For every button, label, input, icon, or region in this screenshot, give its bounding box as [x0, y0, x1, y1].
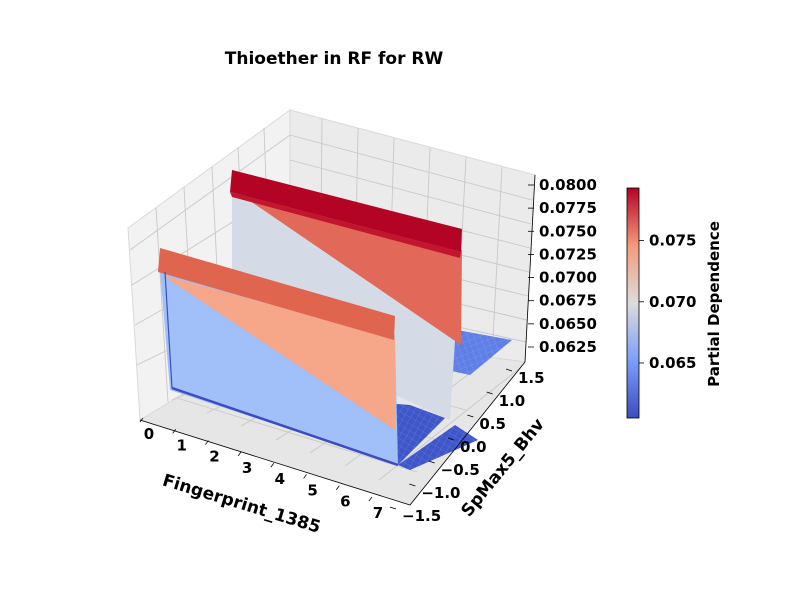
surface-front-face [160, 270, 398, 465]
y-tick-label: −0.5 [441, 461, 480, 479]
surface-front-plateau [158, 248, 395, 340]
x-tick-mark [172, 429, 177, 434]
x-tick-mark [335, 485, 340, 490]
surface-back-plateau [230, 170, 462, 252]
z-tick-label: 0.0700 [539, 269, 597, 287]
colorbar-tick-label: 0.075 [649, 232, 696, 250]
x-axis-label: Fingerprint_1385 [160, 471, 323, 538]
colorbar-gradient [626, 187, 640, 419]
y-tick-mark [467, 414, 474, 418]
y-tick-label: 0.5 [479, 415, 506, 433]
y-tick-mark [389, 506, 397, 510]
x-tick-label: 3 [242, 459, 252, 477]
y-axis-line [409, 361, 526, 506]
chart-title: Thioether in RF for RW [225, 49, 444, 69]
x-tick-label: 4 [275, 470, 285, 488]
y-tick-label: −1.0 [421, 484, 460, 502]
x-tick-mark [270, 462, 275, 468]
colorbar-label: Partial Dependence [705, 221, 723, 387]
z-tick-label: 0.0725 [539, 245, 597, 263]
surface-front-left-edge [164, 271, 173, 389]
x-tick-mark [205, 440, 209, 445]
x-axis-line [139, 419, 411, 506]
axis-lines [139, 174, 536, 506]
surface-front-base-edge [171, 386, 399, 467]
y-ticks: −1.5 −1.0 −0.5 0.0 0.5 1.0 1.5 [389, 368, 545, 525]
x-tick-mark [303, 474, 307, 479]
y-tick-label: −1.5 [402, 507, 441, 525]
colorbar-ticks: 0.065 0.070 0.075 [639, 232, 696, 372]
y-tick-mark [409, 483, 416, 487]
x-tick-label: 5 [307, 481, 317, 499]
z-tick-label: 0.0650 [539, 315, 597, 333]
y-tick-mark [447, 437, 455, 441]
x-tick-label: 2 [209, 448, 219, 466]
colorbar-tick-label: 0.065 [649, 354, 696, 372]
y-tick-label: 1.0 [499, 392, 526, 410]
z-tick-label: 0.0750 [539, 222, 597, 240]
x-tick-label: 7 [373, 504, 383, 522]
x-tick-label: 0 [144, 425, 154, 443]
colorbar: 0.065 0.070 0.075 Partial Dependence [626, 187, 723, 419]
y-tick-mark [505, 368, 513, 372]
x-tick-mark [368, 496, 373, 502]
y-tick-label: 1.5 [518, 369, 545, 387]
x-tick-mark [139, 417, 144, 423]
x-tick-label: 1 [176, 436, 186, 454]
surface-front-ridge [162, 275, 395, 430]
x-tick-mark [237, 451, 242, 457]
y-tick-label: 0.0 [460, 438, 487, 456]
z-tick-label: 0.0775 [539, 199, 597, 217]
z-tick-label: 0.0625 [539, 338, 597, 356]
surface-back-plateau-edge [230, 192, 461, 258]
surface-group [158, 170, 512, 470]
colorbar-tick-label: 0.070 [649, 293, 696, 311]
surface-back-ridge [234, 190, 462, 345]
z-tick-label: 0.0800 [539, 176, 597, 194]
y-tick-mark [428, 460, 435, 464]
x-tick-label: 6 [340, 493, 350, 511]
y-tick-mark [486, 391, 493, 395]
z-tick-label: 0.0675 [539, 292, 597, 310]
surface-front-floor-right [398, 425, 478, 470]
z-axis-line [524, 174, 536, 363]
x-ticks: 0 1 2 3 4 5 6 7 [139, 417, 383, 522]
z-ticks: 0.0625 0.0650 0.0675 0.0700 0.0725 0.0750 0.07… [528, 176, 597, 356]
